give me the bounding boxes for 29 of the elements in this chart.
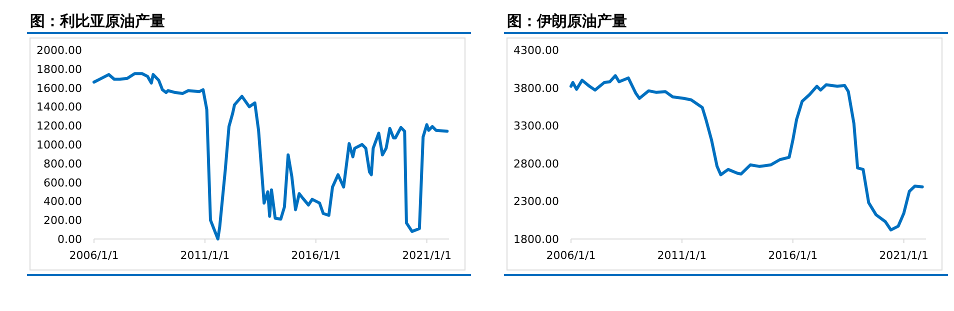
x-tick-label: 2021/1/1 [402,249,452,262]
line-series [570,74,924,232]
x-tick-label: 2016/1/1 [768,249,818,262]
y-tick-label: 800.00 [44,157,82,170]
x-tick-label: 2016/1/1 [291,249,341,262]
x-tick-label: 2011/1/1 [657,249,707,262]
line-series [92,72,449,240]
y-tick-label: 1800.00 [36,62,82,76]
y-tick-label: 1000.00 [36,138,82,152]
y-tick-label: 3300.00 [514,120,559,133]
y-tick-label: 3800.00 [514,82,559,95]
y-tick-label: 1400.00 [36,100,82,114]
y-tick-label: 2000.00 [36,44,82,57]
y-tick-label: 600.00 [44,176,82,190]
chart-title: 图：利比亚原油产量 [30,12,165,30]
x-tick-label: 2006/1/1 [69,249,119,262]
y-tick-label: 1800.00 [514,233,559,246]
chart-title: 图：伊朗原油产量 [507,12,627,30]
x-tick-label: 2011/1/1 [180,249,230,262]
y-tick-label: 400.00 [44,195,82,208]
x-tick-label: 2021/1/1 [879,249,929,262]
y-tick-label: 200.00 [44,214,82,228]
y-tick-label: 0.00 [58,233,82,246]
x-tick-label: 2006/1/1 [546,249,596,262]
y-tick-label: 1200.00 [36,120,82,133]
y-tick-label: 2300.00 [514,195,559,208]
y-tick-label: 4300.00 [514,44,559,57]
y-tick-label: 2800.00 [514,157,559,170]
y-tick-label: 1600.00 [36,82,82,95]
